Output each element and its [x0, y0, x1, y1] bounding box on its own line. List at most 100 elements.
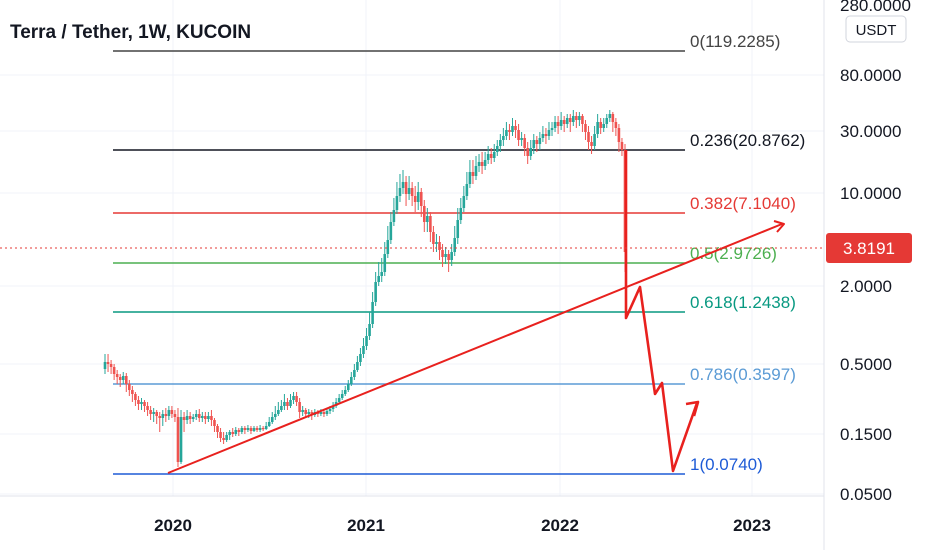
candle-body — [422, 206, 426, 222]
candle-body — [505, 130, 508, 136]
candle-body — [520, 138, 523, 140]
candle-body — [386, 240, 390, 254]
candle — [386, 226, 390, 258]
candle-body — [346, 384, 350, 390]
candle — [167, 406, 171, 420]
candle-body — [541, 134, 545, 138]
candle — [234, 427, 238, 436]
candle-body — [115, 374, 119, 377]
candle — [550, 122, 554, 136]
candle-body — [106, 362, 110, 364]
last-price-tag: 3.8191 — [0, 233, 912, 263]
candle — [121, 372, 125, 384]
candle — [453, 226, 457, 256]
candle — [380, 258, 384, 282]
candle-body — [483, 160, 487, 166]
fib-level-label: 0(119.2285) — [690, 32, 780, 51]
candle — [106, 354, 110, 372]
candle — [605, 114, 609, 128]
candle — [614, 118, 618, 136]
candle — [435, 234, 438, 252]
candle-body — [547, 130, 551, 136]
candle-body — [532, 140, 536, 148]
candle — [468, 160, 472, 188]
candle — [261, 426, 265, 431]
candle-body — [550, 128, 554, 130]
candle — [456, 208, 460, 244]
candle — [301, 406, 304, 416]
fib-retracement[interactable]: 0(119.2285) 0.236(20.8762) 0.382(7.1040) 0.… — [113, 32, 805, 475]
candle-body — [322, 412, 326, 414]
candle — [474, 156, 478, 180]
candle — [559, 112, 563, 130]
candle-body — [140, 402, 143, 404]
candle-body — [240, 428, 244, 432]
candle-body — [283, 402, 286, 406]
candle — [185, 410, 189, 424]
candle-body — [447, 254, 450, 260]
candle — [584, 120, 587, 140]
candle — [389, 212, 393, 244]
candle — [149, 406, 152, 420]
candle — [532, 134, 536, 154]
trend-line[interactable] — [167, 223, 783, 474]
candle-body — [191, 417, 195, 419]
candle — [593, 126, 596, 150]
candle-body — [465, 184, 469, 196]
fib-level-label: 0.5(2.9726) — [690, 244, 777, 263]
price-tick-label: 280.0000 — [840, 0, 911, 15]
candle — [404, 176, 408, 206]
candle — [322, 410, 326, 417]
drawing-annotations[interactable] — [167, 150, 785, 474]
candle — [495, 140, 499, 156]
candle — [374, 272, 377, 306]
candle — [572, 110, 575, 126]
candle-body — [207, 416, 210, 419]
candle — [480, 152, 484, 174]
candle-body — [377, 276, 380, 282]
time-axis[interactable]: 2020 2021 2022 2023 — [0, 495, 824, 535]
candle-body — [480, 162, 484, 166]
candle — [194, 410, 198, 420]
candle-body — [185, 416, 189, 420]
candle-body — [280, 406, 283, 410]
candle — [343, 386, 347, 396]
candle — [277, 402, 280, 416]
price-axis[interactable]: 280.0000 80.0000 30.0000 10.0000 2.0000 0.500… — [840, 0, 911, 504]
price-tick-label: 30.0000 — [840, 122, 901, 141]
candle-body — [328, 409, 332, 411]
candle-body — [146, 406, 149, 410]
candle — [204, 412, 207, 424]
forecast-path[interactable] — [624, 150, 699, 473]
candle — [422, 200, 426, 232]
candle — [286, 398, 289, 410]
candle-body — [246, 428, 250, 430]
candle — [483, 152, 487, 170]
candle — [462, 186, 466, 212]
candle — [407, 176, 411, 200]
candle-body — [556, 122, 560, 126]
candle-body — [404, 182, 408, 194]
candle-body — [310, 412, 314, 415]
candle-body — [398, 188, 402, 196]
candle — [499, 134, 502, 152]
candle — [182, 412, 186, 432]
candle-body — [273, 414, 277, 417]
candle-body — [416, 192, 420, 202]
candle-body — [337, 398, 341, 402]
candle-body — [477, 162, 481, 166]
candle — [283, 394, 286, 410]
candle-body — [413, 196, 417, 202]
price-tick-label: 0.1500 — [840, 425, 892, 444]
currency-badge[interactable]: USDT — [845, 15, 907, 43]
candle — [289, 394, 292, 408]
candle-body — [380, 272, 384, 276]
candle-body — [410, 188, 414, 196]
candle-body — [216, 426, 219, 432]
candle-body — [243, 428, 247, 430]
chart-title: Terra / Tether, 1W, KUCOIN — [10, 22, 251, 43]
candle-body — [270, 417, 274, 422]
